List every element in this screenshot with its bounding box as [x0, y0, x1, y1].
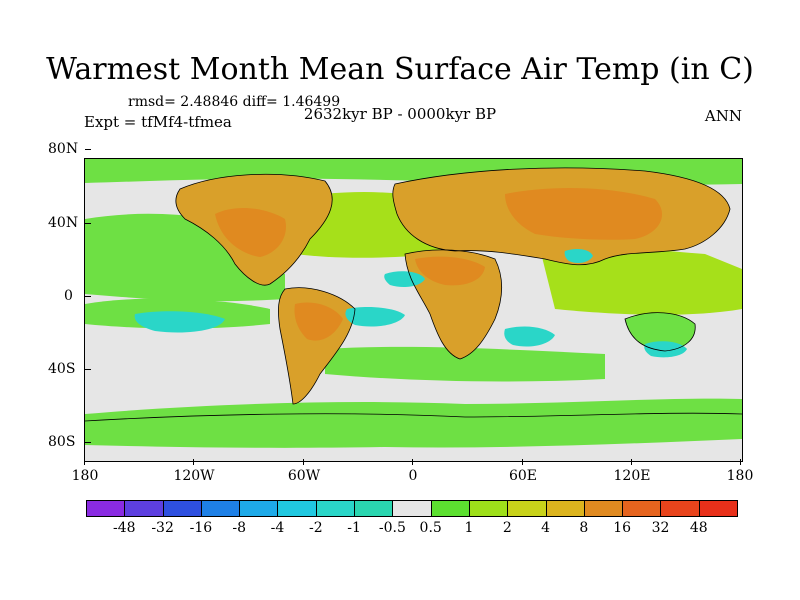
x-tick-mark — [303, 459, 304, 465]
ocean-band-south-midlat — [325, 346, 605, 382]
x-tick-mark — [412, 459, 413, 465]
colorbar-label: -32 — [151, 520, 174, 536]
x-tick-mark — [193, 459, 194, 465]
x-tick-mark — [84, 459, 85, 465]
plot-title: Warmest Month Mean Surface Air Temp (in … — [46, 52, 754, 87]
cool-patch-south-pacific — [134, 311, 225, 333]
colorbar-swatch — [507, 500, 547, 517]
x-tick-mark — [631, 459, 632, 465]
colorbar-label: -4 — [270, 520, 285, 536]
land-africa-hot — [415, 256, 485, 286]
x-axis-label: 0 — [408, 468, 418, 484]
colorbar-label: -8 — [232, 520, 246, 536]
ocean-band-southern — [85, 398, 742, 448]
colorbar-label: -0.5 — [378, 520, 406, 536]
x-axis-label: 120E — [613, 468, 651, 484]
colorbar-swatch — [162, 500, 202, 517]
colorbar-swatch — [545, 500, 585, 517]
y-axis-label: 0 — [64, 288, 73, 304]
colorbar-swatch — [392, 500, 432, 517]
land-australia — [625, 312, 696, 351]
colorbar-swatch — [124, 500, 164, 517]
y-tick-mark — [85, 442, 91, 443]
season-label: ANN — [704, 107, 742, 125]
colorbar-label: -2 — [308, 520, 323, 536]
map-panel — [84, 158, 743, 462]
y-tick-mark — [85, 149, 91, 150]
colorbar-label: -16 — [189, 520, 213, 536]
colorbar-label: 2 — [502, 520, 512, 536]
cool-patch-south-atlantic — [345, 307, 405, 327]
colorbar-swatch — [315, 500, 356, 517]
colorbar-swatch — [660, 500, 700, 517]
colorbar-swatch — [430, 500, 470, 517]
colorbar-swatch — [239, 500, 279, 517]
x-tick-mark — [522, 459, 523, 465]
x-axis-label: 60W — [287, 468, 321, 484]
y-axis-label: 40N — [48, 215, 79, 231]
colorbar-label: 8 — [579, 520, 589, 536]
colorbar-swatch — [622, 500, 662, 517]
colorbar-swatch — [468, 500, 509, 517]
land-south-america-hot — [294, 302, 343, 341]
period-label: 2632kyr BP - 0000kyr BP — [303, 105, 497, 123]
x-axis-label: 120W — [173, 468, 215, 484]
colorbar-label: 48 — [689, 520, 708, 536]
land-north-america-hot — [215, 207, 286, 257]
stats-text: rmsd= 2.48846 diff= 1.46499 — [128, 94, 341, 110]
colorbar-label: 16 — [613, 520, 632, 536]
x-axis-label: 180 — [71, 468, 99, 484]
cool-patch-australia — [644, 341, 687, 358]
colorbar-swatch — [277, 500, 317, 517]
colorbar-swatch — [583, 500, 624, 517]
colorbar — [86, 500, 739, 517]
x-axis-label: 180 — [726, 468, 754, 484]
y-tick-mark — [85, 296, 91, 297]
colorbar-label: 4 — [541, 520, 551, 536]
colorbar-swatch — [200, 500, 241, 517]
colorbar-label: 0.5 — [419, 520, 442, 536]
y-axis-label: 40S — [48, 361, 76, 377]
colorbar-swatch — [698, 500, 739, 517]
colorbar-label: 32 — [651, 520, 670, 536]
cool-patch-indian — [504, 326, 555, 347]
colorbar-label: -48 — [113, 520, 136, 536]
colorbar-swatch — [86, 500, 126, 517]
colorbar-swatch — [354, 500, 394, 517]
cool-patch-tropical-atlantic — [384, 271, 425, 287]
experiment-label: Expt = tfMf4-tfmea — [84, 113, 232, 131]
y-axis-label: 80S — [48, 434, 76, 450]
coastlines — [85, 167, 742, 422]
y-tick-mark — [85, 369, 91, 370]
colorbar-label: -1 — [347, 520, 361, 536]
colorbar-label: 1 — [464, 520, 474, 536]
y-axis-label: 80N — [48, 141, 79, 157]
anomaly-map — [85, 159, 742, 461]
cool-patch-bay-of-bengal — [564, 248, 593, 264]
land-eurasia-hot — [505, 187, 663, 240]
x-tick-mark — [740, 459, 741, 465]
ocean-band-tropical-pacific — [85, 257, 285, 302]
y-tick-mark — [85, 223, 91, 224]
x-axis-label: 60E — [508, 468, 538, 484]
